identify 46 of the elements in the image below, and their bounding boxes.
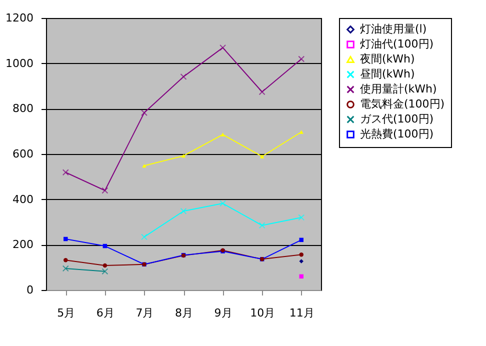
x-tick-label: 9月	[214, 306, 232, 320]
y-tick-label: 800	[12, 102, 34, 116]
point	[299, 238, 304, 242]
point	[298, 214, 305, 221]
point	[142, 164, 146, 168]
y-tick-label: 0	[26, 284, 34, 296]
point	[102, 187, 108, 194]
point	[102, 263, 108, 268]
point	[62, 265, 69, 272]
point	[299, 252, 304, 257]
legend-label: 使用量計(kWh)	[360, 82, 437, 96]
point	[298, 56, 305, 62]
legend-label: ガス代(100円)	[360, 112, 434, 126]
point	[140, 234, 148, 240]
x-tick-label: 6月	[96, 306, 114, 320]
point	[62, 169, 69, 176]
x-tick-label: 8月	[175, 306, 193, 320]
point	[180, 73, 187, 80]
point	[102, 268, 108, 275]
legend-label: 光熱費(100円)	[360, 128, 434, 140]
point	[260, 154, 264, 158]
point	[181, 154, 186, 158]
legend-label: 昼間(kWh)	[360, 68, 415, 80]
x-tick-label: 10月	[250, 306, 276, 320]
point	[220, 44, 226, 51]
point	[64, 258, 68, 262]
point	[180, 208, 187, 214]
legend-label: 電気料金(100円)	[360, 98, 445, 110]
x-tick-label: 7月	[136, 306, 154, 320]
x-tick-label: 5月	[57, 306, 76, 320]
y-tick-label: 600	[12, 148, 34, 160]
y-tick-label: 400	[12, 192, 34, 206]
point	[140, 110, 148, 116]
point	[220, 200, 226, 207]
x-tick-label: 11月	[289, 306, 314, 320]
y-tick-label: 1000	[6, 56, 34, 70]
point	[64, 236, 68, 242]
point	[220, 132, 225, 136]
point	[258, 88, 266, 96]
y-tick-label: 200	[12, 238, 34, 252]
legend-label: 灯油使用量(l)	[360, 22, 427, 36]
legend-label: 夜間(kWh)	[360, 52, 415, 66]
y-tick-label: 1200	[6, 12, 34, 24]
point	[299, 130, 304, 134]
legend-label: 灯油代(100円)	[360, 38, 434, 50]
point	[258, 222, 266, 229]
